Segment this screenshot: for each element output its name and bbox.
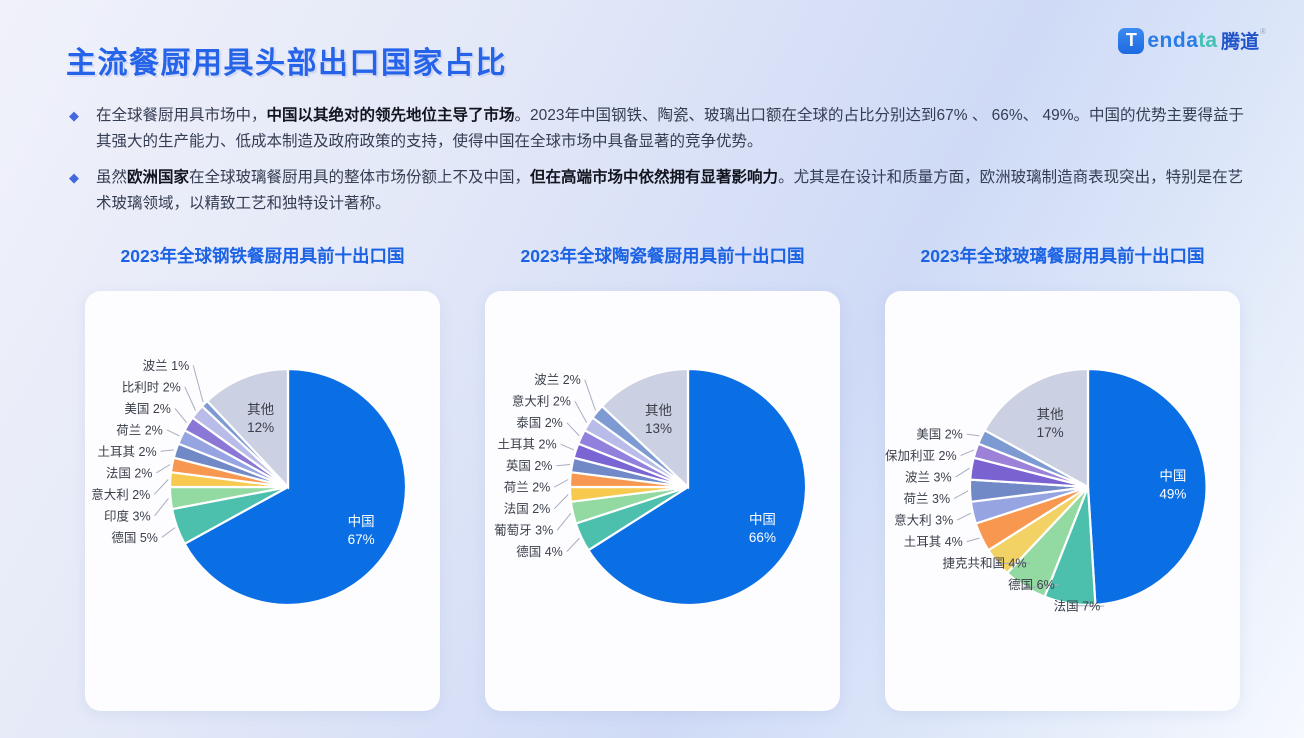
chart-column-steel: 2023年全球钢铁餐厨用具前十出口国 中国 67% 其他 12% 波兰 1% 比利时 2%…: [85, 243, 440, 711]
pie-slice-中国[interactable]: [1086, 367, 1208, 606]
tendata-logo[interactable]: T enda ta 腾道 ®: [1118, 27, 1266, 54]
label-leader-line: [184, 386, 196, 411]
slice-label-outside: 土耳其 2%: [498, 438, 557, 452]
diamond-bullet-icon: ◆: [69, 170, 79, 185]
registered-mark: ®: [1260, 27, 1266, 36]
slice-label-outside: 比利时 2%: [122, 380, 181, 394]
label-leader-line: [554, 479, 569, 488]
label-leader-line: [154, 497, 169, 517]
slice-label-outside: 美国 2%: [124, 402, 171, 416]
slice-label-outside: 印度 3%: [104, 508, 151, 523]
slice-label-outside: 德国 6%: [1008, 577, 1055, 592]
bullet-text: 在全球玻璃餐厨用具的整体市场份额上不及中国，: [189, 169, 531, 186]
slice-label-inside: 其他 17%: [1037, 407, 1064, 440]
bullet-text: 。2023年中国钢铁、陶瓷、玻璃出口额在全球的占比分别达到67% 、 66%、 …: [96, 107, 1245, 150]
label-leader-line: [156, 464, 171, 474]
slice-label-outside: 捷克共和国 4%: [942, 557, 1026, 571]
pie-chart-ceramic: 中国 66% 其他 13% 波兰 2% 意大利 2% 泰国 2% 土耳其 2% 英国 2% 荷兰 …: [494, 367, 808, 607]
slice-label-inside: 其他 12%: [247, 402, 274, 435]
logo-text-teal: ta: [1198, 28, 1218, 52]
label-leader-line: [160, 449, 174, 452]
slice-label-outside: 土耳其 2%: [98, 445, 157, 459]
label-leader-line: [161, 527, 176, 538]
label-leader-line: [153, 479, 169, 495]
label-leader-line: [556, 512, 572, 531]
slice-label-outside: 荷兰 3%: [904, 492, 951, 506]
pie-chart-steel: 中国 67% 其他 12% 波兰 1% 比利时 2% 美国 2% 荷兰 2% 土耳其 2% 法国 …: [91, 359, 408, 607]
label-leader-line: [960, 449, 975, 457]
label-leader-line: [955, 467, 970, 478]
bullet-list: ◆ 在全球餐厨用具市场中，中国以其绝对的领先地位主导了市场。2023年中国钢铁、陶…: [66, 103, 1248, 227]
chart-title-steel: 2023年全球钢铁餐厨用具前十出口国: [120, 246, 405, 266]
bullet-text: 虽然: [96, 169, 128, 186]
slice-label-outside: 泰国 2%: [516, 416, 563, 430]
chart-card-glass: 中国 49% 其他 17% 美国 2% 保加利亚 2% 波兰 3% 荷兰 3% 意大利 3% 土耳…: [885, 291, 1240, 711]
diamond-bullet-icon: ◆: [69, 108, 79, 123]
slice-label-outside: 荷兰 2%: [504, 481, 551, 495]
slice-label-outside: 意大利 3%: [894, 513, 953, 528]
slice-label-outside: 意大利 2%: [91, 487, 150, 502]
slice-label-inside: 中国 67%: [348, 514, 375, 547]
bullet-text-bold: 欧洲国家: [127, 169, 190, 186]
tendata-logo-icon: T: [1118, 27, 1145, 54]
page-title: 主流餐厨用具头部出口国家占比: [66, 47, 507, 80]
label-leader-line: [966, 433, 980, 437]
label-leader-line: [560, 443, 575, 451]
slice-label-outside: 德国 4%: [516, 544, 563, 559]
pie-slice-中国[interactable]: [586, 367, 808, 607]
slice-label-outside: 荷兰 2%: [116, 423, 163, 437]
chart-column-glass: 2023年全球玻璃餐厨用具前十出口国 中国 49% 其他 17% 美国 2% 保加利亚 2…: [885, 243, 1240, 711]
chart-column-ceramic: 2023年全球陶瓷餐厨用具前十出口国 中国 66% 其他 13% 波兰 2% 意大利 2%…: [485, 243, 840, 711]
label-leader-line: [966, 537, 980, 543]
label-leader-line: [566, 422, 580, 437]
slice-label-outside: 美国 2%: [916, 428, 963, 442]
slice-label-outside: 法国 2%: [504, 502, 551, 516]
pie-chart-glass: 中国 49% 其他 17% 美国 2% 保加利亚 2% 波兰 3% 荷兰 3% 意大利 3% 土耳…: [885, 367, 1208, 614]
chart-title-glass: 2023年全球玻璃餐厨用具前十出口国: [920, 246, 1205, 266]
bullet-text: 在全球餐厨用具市场中，: [96, 107, 267, 124]
slice-label-outside: 波兰 1%: [143, 359, 190, 373]
bullet-item: ◆ 在全球餐厨用具市场中，中国以其绝对的领先地位主导了市场。2023年中国钢铁、陶…: [66, 103, 1248, 155]
chart-card-ceramic: 中国 66% 其他 13% 波兰 2% 意大利 2% 泰国 2% 土耳其 2% 英国 2% 荷兰 …: [485, 291, 840, 711]
chart-card-steel: 中国 67% 其他 12% 波兰 1% 比利时 2% 美国 2% 荷兰 2% 土耳其 2% 法国 …: [85, 291, 440, 711]
label-leader-line: [174, 407, 188, 424]
slice-label-inside: 中国 49%: [1159, 468, 1186, 501]
label-leader-line: [566, 537, 580, 553]
pie-slice-其他[interactable]: [983, 367, 1090, 489]
slice-label-inside: 其他 13%: [645, 403, 672, 436]
bullet-text-bold: 但在高端市场中依然拥有显著影响力: [530, 169, 779, 186]
slice-label-outside: 葡萄牙 3%: [494, 524, 553, 538]
label-leader-line: [192, 365, 204, 403]
logo-text-cn: 腾道: [1221, 32, 1260, 53]
chart-title-ceramic: 2023年全球陶瓷餐厨用具前十出口国: [520, 246, 805, 266]
label-leader-line: [553, 494, 569, 510]
label-leader-line: [166, 429, 180, 437]
slice-label-outside: 法国 7%: [1054, 600, 1101, 614]
logo-text-en: enda: [1147, 28, 1199, 52]
label-leader-line: [1069, 605, 1105, 607]
label-leader-line: [574, 400, 588, 423]
label-leader-line: [584, 379, 596, 411]
bullet-item: ◆ 虽然欧洲国家在全球玻璃餐厨用具的整体市场份额上不及中国，但在高端市场中依然拥有…: [66, 165, 1248, 217]
slice-label-outside: 土耳其 4%: [904, 535, 963, 549]
slice-label-outside: 意大利 2%: [512, 394, 571, 409]
label-leader-line: [556, 464, 571, 467]
bullet-text: 。尤其是在设计和质量方面，欧洲玻璃制造商表现突出，特别是在艺术玻璃领域，以精致工…: [96, 169, 1244, 212]
pie-slice-其他[interactable]: [205, 367, 290, 490]
slice-label-outside: 法国 2%: [106, 466, 153, 480]
bullet-text-bold: 中国以其绝对的领先地位主导了市场: [266, 107, 515, 124]
slice-label-outside: 波兰 2%: [534, 373, 581, 387]
label-leader-line: [953, 490, 969, 500]
label-leader-line: [956, 512, 972, 521]
slice-label-outside: 德国 5%: [111, 530, 158, 545]
slice-label-outside: 保加利亚 2%: [885, 449, 957, 463]
pie-slice-中国[interactable]: [183, 367, 408, 607]
slice-label-inside: 中国 66%: [749, 512, 776, 545]
pie-slice-其他[interactable]: [600, 367, 690, 490]
label-leader-line: [1023, 584, 1059, 589]
slice-label-outside: 波兰 3%: [905, 471, 952, 485]
slice-label-outside: 英国 2%: [506, 459, 553, 473]
